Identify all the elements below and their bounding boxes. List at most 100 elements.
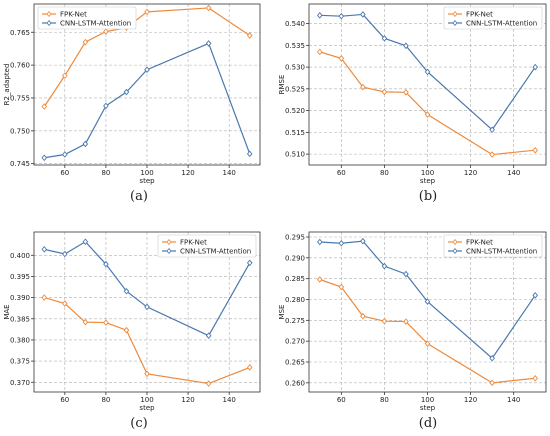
data-point — [532, 374, 539, 382]
x-tick-label: 140 — [507, 396, 520, 404]
data-point — [62, 300, 68, 307]
data-point — [381, 317, 388, 325]
data-point — [41, 103, 48, 110]
legend-entry: FPK-Net — [180, 239, 207, 247]
y-axis-label: MAE — [3, 304, 11, 319]
y-tick-label: 0.395 — [10, 273, 30, 281]
data-point — [338, 55, 345, 62]
x-tick-label: 100 — [140, 396, 153, 404]
data-point — [381, 35, 388, 42]
y-tick-label: 0.760 — [10, 62, 30, 70]
x-tick-label: 80 — [380, 169, 389, 177]
legend-entry: CNN-LSTM-Attention — [466, 248, 537, 256]
data-point — [424, 111, 431, 118]
data-point — [103, 260, 109, 268]
data-point — [41, 294, 48, 301]
data-point — [62, 72, 68, 79]
y-tick-label: 0.385 — [10, 315, 30, 323]
y-tick-label: 0.370 — [10, 379, 30, 387]
x-tick-label: 100 — [421, 169, 434, 177]
y-tick-label: 0.265 — [285, 359, 305, 367]
series-line — [319, 278, 536, 384]
chart-panel: 60 80 100 120 140 0.260 0.265 0.270 0.275 0.280 0.… — [278, 231, 547, 431]
data-point — [403, 42, 409, 50]
x-tick-label: 140 — [507, 169, 520, 177]
y-tick-label: 0.295 — [285, 234, 305, 242]
series-line — [319, 240, 536, 360]
y-tick-label: 0.540 — [285, 20, 305, 28]
data-point — [381, 262, 388, 270]
series-line — [43, 7, 251, 107]
x-tick-label: 120 — [181, 169, 194, 177]
data-point — [360, 237, 366, 245]
y-axis-label: RMSE — [278, 75, 286, 95]
y-tick-label: 0.375 — [10, 358, 30, 366]
y-tick-label: 0.400 — [10, 252, 30, 260]
legend-marker — [46, 10, 52, 18]
legend-marker — [452, 19, 458, 27]
data-point — [489, 379, 495, 387]
data-point — [246, 150, 253, 158]
y-tick-label: 0.515 — [285, 129, 305, 137]
legend-marker — [166, 247, 172, 255]
data-point — [424, 340, 431, 347]
data-point — [338, 283, 345, 291]
data-point — [424, 298, 431, 305]
x-tick-label: 120 — [181, 396, 194, 404]
data-point — [246, 259, 253, 267]
series-line — [319, 13, 536, 131]
y-tick-label: 0.520 — [285, 107, 305, 115]
x-tick-label: 80 — [380, 396, 389, 404]
x-tick-label: 60 — [337, 396, 346, 404]
legend-entry: CNN-LSTM-Attention — [180, 248, 251, 256]
data-point — [532, 292, 539, 299]
x-tick-label: 140 — [222, 396, 235, 404]
legend-marker — [166, 238, 172, 246]
data-point — [62, 151, 68, 158]
data-point — [41, 154, 48, 162]
data-point — [205, 332, 212, 340]
legend-marker — [46, 19, 52, 27]
x-tick-label: 60 — [337, 169, 346, 177]
x-tick-label: 120 — [464, 169, 477, 177]
y-tick-label: 0.260 — [285, 379, 305, 387]
data-point — [123, 326, 130, 334]
x-tick-label: 100 — [421, 396, 434, 404]
y-tick-label: 0.390 — [10, 294, 30, 302]
x-tick-label: 60 — [60, 169, 69, 177]
y-tick-label: 0.525 — [285, 85, 305, 93]
legend-box — [443, 234, 543, 258]
y-tick-label: 0.275 — [285, 317, 305, 325]
data-point — [338, 239, 345, 247]
y-tick-label: 0.750 — [10, 127, 30, 135]
data-point — [316, 238, 323, 246]
data-point — [123, 287, 130, 295]
chart-panel: 60 80 100 120 140 0.370 0.375 0.380 0.385 0.390 0.… — [3, 231, 261, 431]
x-axis-label: step — [420, 404, 436, 412]
x-tick-label: 140 — [222, 169, 235, 177]
series-line — [44, 240, 251, 337]
data-point — [316, 48, 323, 56]
y-tick-label: 0.380 — [10, 336, 30, 344]
legend-entry: CNN-LSTM-Attention — [60, 20, 131, 28]
x-axis-label: step — [139, 177, 155, 185]
x-tick-label: 100 — [140, 169, 153, 177]
legend-box — [157, 234, 257, 258]
data-point — [103, 319, 109, 326]
legend-marker — [452, 10, 458, 18]
data-point — [532, 146, 539, 154]
x-tick-label: 120 — [464, 396, 477, 404]
panel-caption: (b) — [419, 189, 437, 204]
x-axis-label: step — [420, 177, 436, 185]
y-tick-label: 0.290 — [285, 254, 305, 262]
panel-caption: (c) — [130, 416, 147, 431]
data-point — [403, 270, 409, 278]
data-point — [489, 126, 495, 134]
data-point — [103, 102, 109, 110]
y-tick-label: 0.765 — [10, 29, 30, 37]
chart-panel: 60 80 100 120 140 0.745 0.750 0.755 0.760 0.765 st… — [3, 3, 261, 204]
x-axis-label: step — [139, 404, 155, 412]
